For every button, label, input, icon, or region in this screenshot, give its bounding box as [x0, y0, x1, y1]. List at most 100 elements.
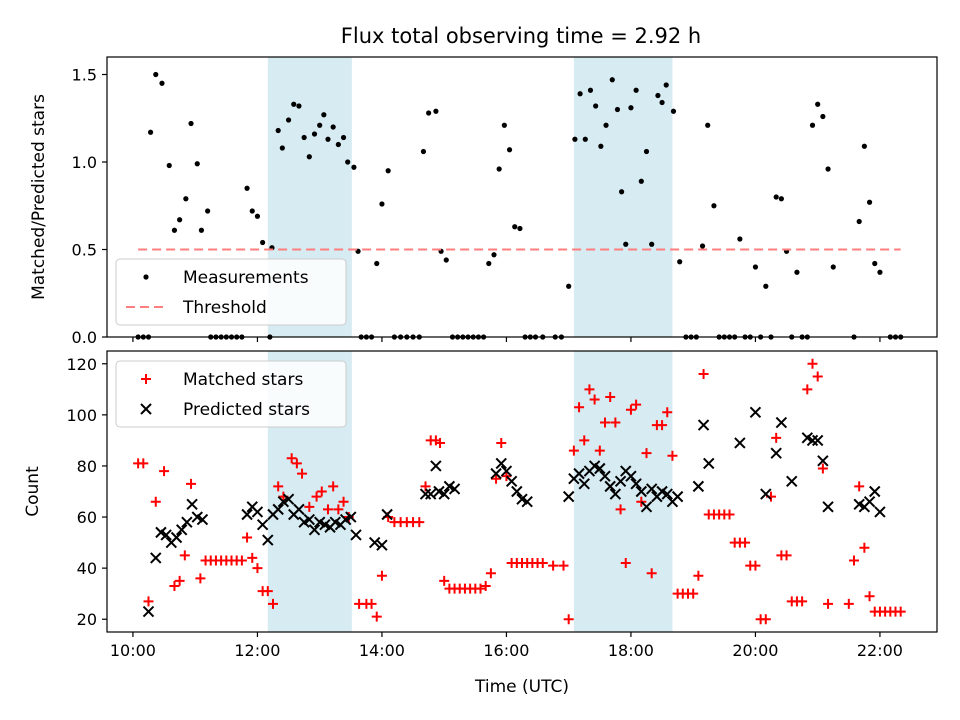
- data-point: [614, 475, 627, 487]
- legend-label: Predicted stars: [183, 400, 310, 420]
- data-point: [663, 82, 669, 88]
- legend-marker: [141, 374, 151, 384]
- y-tick-label: 1.5: [72, 66, 97, 85]
- data-point: [186, 478, 197, 489]
- data-point: [643, 148, 650, 155]
- x-tick-label: 10:00: [110, 641, 156, 660]
- data-point: [306, 154, 312, 160]
- y-tick-label: 60: [77, 508, 97, 527]
- data-point: [636, 496, 647, 507]
- legend-marker: [140, 403, 152, 415]
- data-point: [247, 552, 258, 563]
- data-point: [142, 605, 155, 618]
- data-point: [657, 420, 668, 431]
- data-point: [169, 581, 180, 592]
- y-tick-label: 0.0: [72, 328, 97, 347]
- data-point: [188, 120, 194, 127]
- data-point: [562, 490, 575, 503]
- data-point: [895, 606, 906, 617]
- data-point: [179, 550, 190, 561]
- data-point: [849, 555, 859, 566]
- data-point: [610, 417, 621, 428]
- data-point: [262, 586, 273, 597]
- data-point: [304, 501, 315, 512]
- data-point: [574, 402, 585, 413]
- data-point: [866, 199, 873, 205]
- data-point: [153, 71, 159, 78]
- data-point: [316, 486, 327, 497]
- x-tick-label: 16:00: [483, 641, 529, 660]
- data-point: [646, 568, 657, 579]
- x-tick-label: 20:00: [732, 641, 778, 660]
- data-point: [150, 552, 162, 564]
- data-point: [501, 122, 507, 128]
- data-point: [603, 122, 609, 128]
- data-point: [325, 136, 331, 142]
- data-point: [775, 416, 788, 429]
- data-point: [321, 112, 327, 118]
- data-point: [568, 445, 579, 456]
- data-point: [485, 568, 496, 579]
- data-point: [175, 524, 188, 536]
- data-point: [275, 127, 281, 134]
- data-point: [566, 283, 572, 289]
- data-point: [311, 491, 322, 502]
- data-point: [443, 257, 449, 263]
- data-point: [806, 434, 819, 447]
- data-point: [330, 124, 336, 130]
- data-point: [572, 136, 578, 142]
- data-point: [254, 213, 261, 219]
- data-point: [750, 560, 761, 571]
- data-point: [619, 189, 625, 195]
- y-tick-label: 100: [66, 406, 97, 425]
- highlight-span-1: [573, 351, 673, 632]
- data-point: [205, 208, 211, 214]
- data-point: [577, 91, 583, 97]
- data-point: [147, 129, 154, 135]
- data-point: [236, 555, 247, 566]
- data-point: [159, 80, 165, 86]
- data-point: [159, 466, 170, 477]
- axes-frame: [106, 56, 938, 338]
- data-point: [874, 506, 886, 518]
- data-point: [558, 560, 569, 571]
- data-point: [194, 161, 200, 167]
- data-point: [249, 208, 255, 214]
- data-point: [582, 136, 588, 142]
- y-tick-label: 80: [77, 457, 97, 476]
- data-point: [138, 458, 149, 469]
- data-point: [480, 581, 491, 592]
- data-point: [830, 264, 836, 270]
- data-point: [160, 529, 172, 541]
- data-point: [786, 475, 798, 487]
- data-point: [589, 394, 600, 405]
- data-point: [614, 106, 621, 113]
- data-point: [433, 108, 439, 114]
- data-point: [366, 598, 377, 609]
- data-point: [414, 517, 425, 528]
- data-point: [594, 445, 605, 456]
- data-point: [620, 558, 631, 569]
- data-point: [573, 467, 585, 480]
- legend: Measurements Threshold: [115, 258, 347, 326]
- legend-label: Matched stars: [183, 370, 303, 390]
- data-point: [579, 435, 590, 446]
- data-point: [724, 509, 735, 520]
- data-point: [521, 496, 533, 508]
- data-point: [174, 575, 185, 586]
- data-point: [859, 542, 870, 553]
- data-point: [820, 113, 826, 120]
- data-point: [638, 178, 644, 184]
- data-point: [812, 371, 823, 382]
- data-point: [705, 122, 711, 128]
- data-point: [435, 437, 446, 448]
- data-point: [311, 131, 318, 137]
- data-point: [605, 391, 616, 402]
- data-point: [491, 473, 502, 484]
- data-point: [279, 145, 285, 151]
- data-point: [698, 368, 709, 379]
- series-matched-stars: [133, 358, 906, 625]
- series-predicted-stars: [142, 406, 886, 618]
- data-point: [763, 283, 769, 289]
